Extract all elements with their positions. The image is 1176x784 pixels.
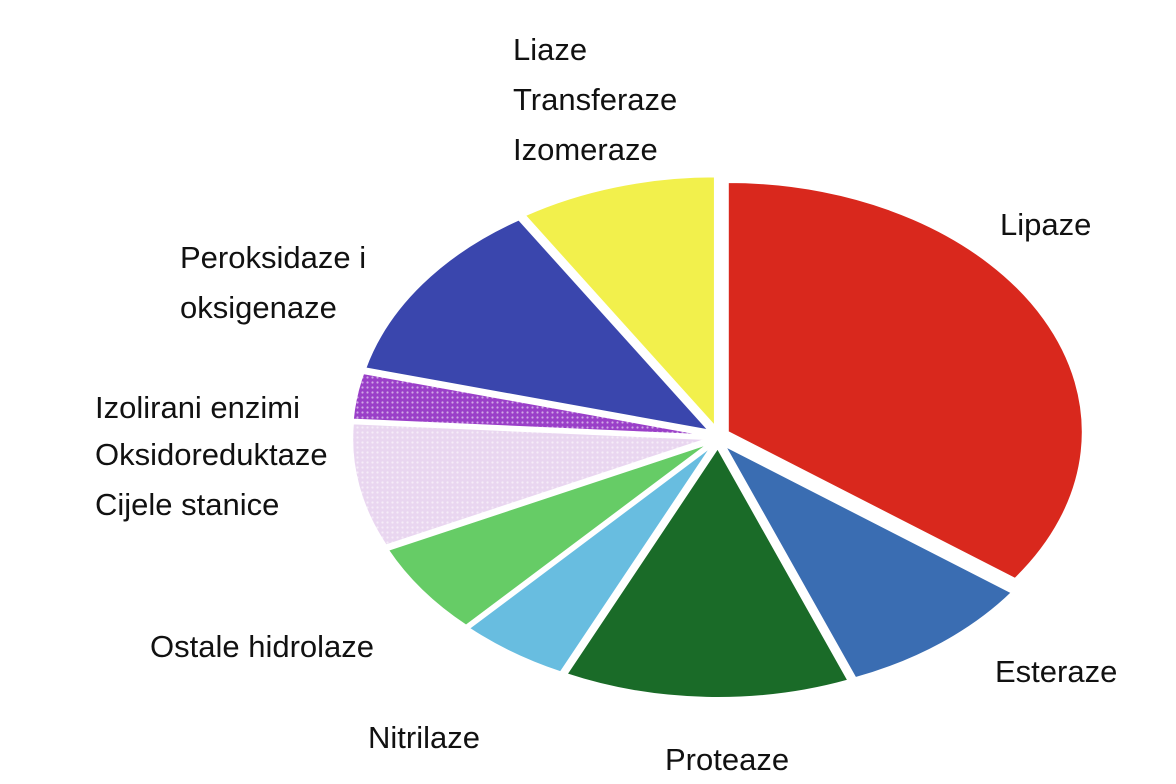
- label-line: oksigenaze: [180, 290, 337, 325]
- slice-label: Liaze Transferaze Izomeraze: [513, 32, 677, 167]
- pie-slice: [363, 218, 712, 433]
- label-line: Oksidoreduktaze: [95, 437, 328, 472]
- slice-label: Lipaze: [1000, 207, 1091, 242]
- label-line: Nitrilaze: [368, 720, 480, 755]
- slice-label: Ostale hidrolaze: [150, 629, 374, 664]
- label-line: Izomeraze: [513, 132, 658, 167]
- pie-slice: [564, 446, 850, 699]
- pie: [351, 175, 1084, 699]
- label-line: Ostale hidrolaze: [150, 629, 374, 664]
- label-line: Cijele stanice: [95, 487, 279, 522]
- slice-label: Peroksidaze i oksigenaze: [180, 240, 366, 325]
- slice-label: Oksidoreduktaze Cijele stanice: [95, 437, 328, 522]
- label-line: Liaze: [513, 32, 587, 67]
- slice-label: Nitrilaze: [368, 720, 480, 755]
- slice-label: Proteaze: [665, 742, 789, 777]
- labels: Lipaze Esteraze Proteaze Nitrilaze Ostale hi…: [95, 32, 1117, 777]
- label-line: Esteraze: [995, 654, 1117, 689]
- label-line: Transferaze: [513, 82, 677, 117]
- label-line: Peroksidaze i: [180, 240, 366, 275]
- label-line: Proteaze: [665, 742, 789, 777]
- pie-slice: [722, 443, 1014, 680]
- pie-slice: [726, 181, 1084, 581]
- label-line: Izolirani enzimi: [95, 390, 300, 425]
- slice-label: Izolirani enzimi: [95, 390, 300, 425]
- label-line: Lipaze: [1000, 207, 1091, 242]
- slice-label: Esteraze: [995, 654, 1117, 689]
- pie-slice: [523, 175, 716, 430]
